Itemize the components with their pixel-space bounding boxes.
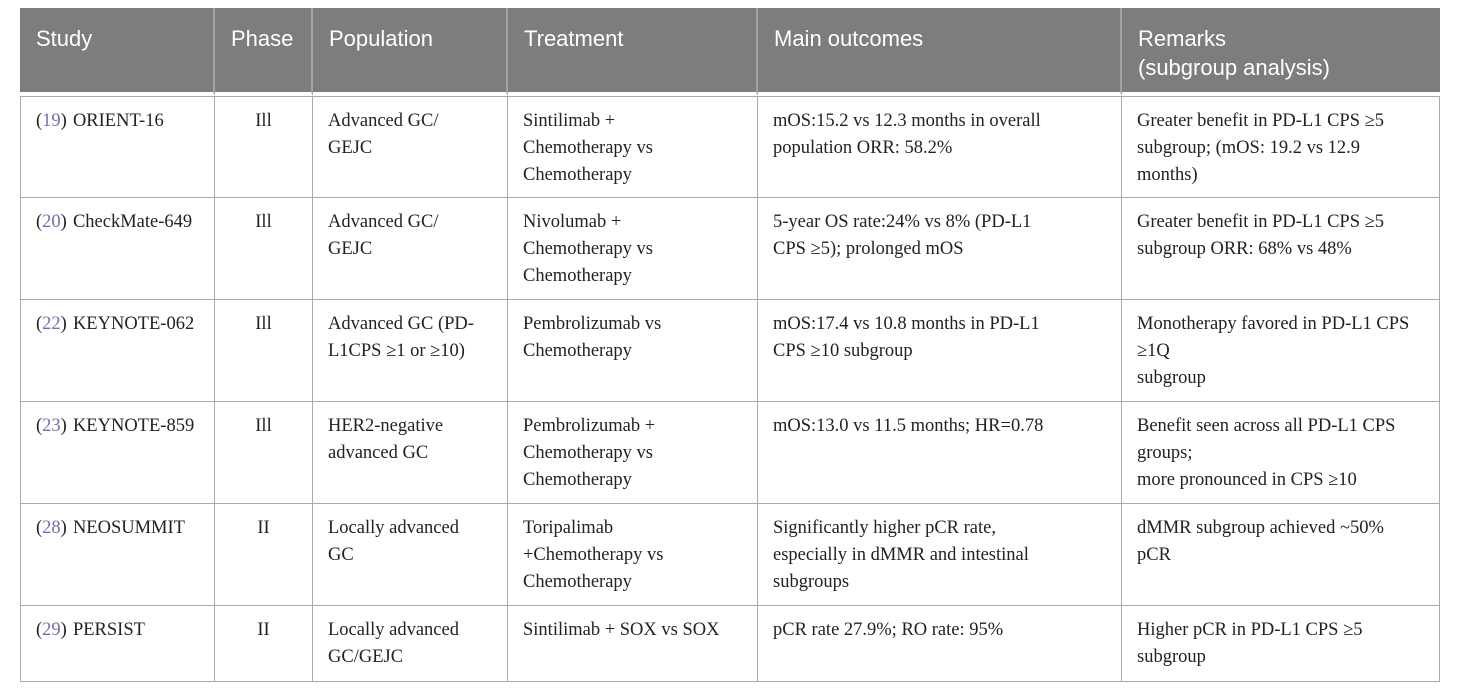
citation-link[interactable]: (19) bbox=[36, 111, 67, 131]
treatment-cell: Pembrolizumab vs Chemotherapy bbox=[508, 300, 758, 402]
header-main-outcomes: Main outcomes bbox=[758, 8, 1122, 96]
main-outcomes-cell: mOS:17.4 vs 10.8 months in PD-L1 CPS ≥10… bbox=[758, 300, 1122, 402]
study-name: KEYNOTE-859 bbox=[72, 416, 195, 436]
population-cell: Advanced GC (PD- L1CPS ≥1 or ≥10) bbox=[313, 300, 508, 402]
citation-link[interactable]: (20) bbox=[36, 212, 67, 232]
table-header: Study Phase Population Treatment Main ou… bbox=[20, 8, 1440, 96]
study-name: ORIENT-16 bbox=[72, 111, 164, 131]
phase-cell: II bbox=[215, 606, 313, 682]
citation-link[interactable]: (29) bbox=[36, 620, 67, 640]
citation-number[interactable]: 23 bbox=[42, 416, 61, 436]
remarks-cell: Higher pCR in PD-L1 CPS ≥5 subgroup bbox=[1122, 606, 1440, 682]
header-remarks: Remarks (subgroup analysis) bbox=[1122, 8, 1440, 96]
citation-link[interactable]: (23) bbox=[36, 416, 67, 436]
population-cell: Locally advanced GC bbox=[313, 504, 508, 606]
phase-cell: Ill bbox=[215, 300, 313, 402]
header-phase: Phase bbox=[215, 8, 313, 96]
citation-link[interactable]: (22) bbox=[36, 314, 67, 334]
phase-cell: Ill bbox=[215, 402, 313, 504]
citation-link[interactable]: (28) bbox=[36, 518, 67, 538]
remarks-cell: dMMR subgroup achieved ~50% pCR bbox=[1122, 504, 1440, 606]
header-study: Study bbox=[20, 8, 215, 96]
citation-number[interactable]: 28 bbox=[42, 518, 61, 538]
treatment-cell: Toripalimab +Chemotherapy vs Chemotherap… bbox=[508, 504, 758, 606]
remarks-cell: Greater benefit in PD-L1 CPS ≥5 subgroup… bbox=[1122, 198, 1440, 300]
study-name: PERSIST bbox=[72, 620, 145, 640]
population-cell: Advanced GC/ GEJC bbox=[313, 198, 508, 300]
table-row: (23) KEYNOTE-859 Ill HER2-negative advanc… bbox=[20, 402, 1440, 504]
remarks-cell: Monotherapy favored in PD-L1 CPS ≥1Q sub… bbox=[1122, 300, 1440, 402]
main-outcomes-cell: mOS:15.2 vs 12.3 months in overall popul… bbox=[758, 96, 1122, 198]
treatment-cell: Sintilimab + SOX vs SOX bbox=[508, 606, 758, 682]
study-cell: (20) CheckMate-649 bbox=[20, 198, 215, 300]
main-outcomes-cell: mOS:13.0 vs 11.5 months; HR=0.78 bbox=[758, 402, 1122, 504]
main-outcomes-cell: Significantly higher pCR rate, especiall… bbox=[758, 504, 1122, 606]
main-outcomes-cell: 5-year OS rate:24% vs 8% (PD-L1 CPS ≥5);… bbox=[758, 198, 1122, 300]
clinical-trials-table-container: Study Phase Population Treatment Main ou… bbox=[20, 8, 1440, 682]
remarks-cell: Greater benefit in PD-L1 CPS ≥5 subgroup… bbox=[1122, 96, 1440, 198]
study-cell: (23) KEYNOTE-859 bbox=[20, 402, 215, 504]
table-row: (19) ORIENT-16 Ill Advanced GC/ GEJC Sint… bbox=[20, 96, 1440, 198]
study-cell: (22) KEYNOTE-062 bbox=[20, 300, 215, 402]
table-row: (22) KEYNOTE-062 Ill Advanced GC (PD- L1C… bbox=[20, 300, 1440, 402]
citation-number[interactable]: 22 bbox=[42, 314, 61, 334]
treatment-cell: Sintilimab + Chemotherapy vs Chemotherap… bbox=[508, 96, 758, 198]
clinical-trials-table: Study Phase Population Treatment Main ou… bbox=[20, 8, 1440, 682]
table-row: (29) PERSIST II Locally advanced GC/GEJC … bbox=[20, 606, 1440, 682]
study-name: NEOSUMMIT bbox=[72, 518, 185, 538]
table-row: (20) CheckMate-649 Ill Advanced GC/ GEJC … bbox=[20, 198, 1440, 300]
phase-cell: II bbox=[215, 504, 313, 606]
population-cell: Advanced GC/ GEJC bbox=[313, 96, 508, 198]
citation-number[interactable]: 19 bbox=[42, 111, 61, 131]
study-cell: (28) NEOSUMMIT bbox=[20, 504, 215, 606]
citation-number[interactable]: 20 bbox=[42, 212, 61, 232]
study-cell: (29) PERSIST bbox=[20, 606, 215, 682]
study-name: CheckMate-649 bbox=[72, 212, 193, 232]
phase-cell: Ill bbox=[215, 198, 313, 300]
header-population: Population bbox=[313, 8, 508, 96]
treatment-cell: Pembrolizumab + Chemotherapy vs Chemothe… bbox=[508, 402, 758, 504]
citation-number[interactable]: 29 bbox=[42, 620, 61, 640]
phase-cell: Ill bbox=[215, 96, 313, 198]
treatment-cell: Nivolumab + Chemotherapy vs Chemotherapy bbox=[508, 198, 758, 300]
table-row: (28) NEOSUMMIT II Locally advanced GC Tor… bbox=[20, 504, 1440, 606]
population-cell: Locally advanced GC/GEJC bbox=[313, 606, 508, 682]
population-cell: HER2-negative advanced GC bbox=[313, 402, 508, 504]
header-treatment: Treatment bbox=[508, 8, 758, 96]
main-outcomes-cell: pCR rate 27.9%; RO rate: 95% bbox=[758, 606, 1122, 682]
study-name: KEYNOTE-062 bbox=[72, 314, 195, 334]
remarks-cell: Benefit seen across all PD-L1 CPS groups… bbox=[1122, 402, 1440, 504]
study-cell: (19) ORIENT-16 bbox=[20, 96, 215, 198]
